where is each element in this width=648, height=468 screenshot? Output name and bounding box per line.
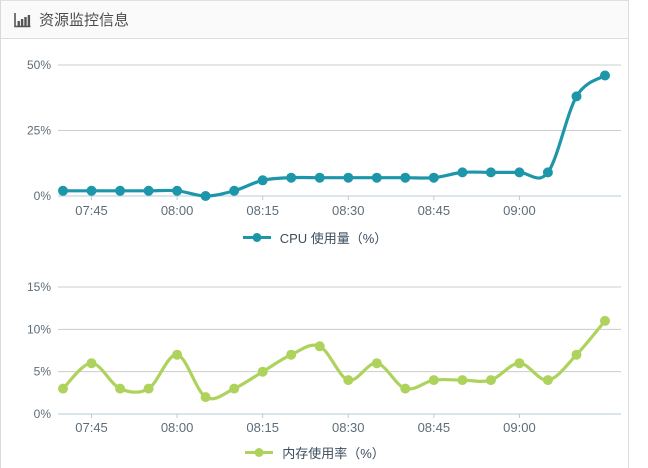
data-point-marker[interactable] xyxy=(457,375,468,386)
data-point-marker[interactable] xyxy=(229,185,240,196)
x-axis-tick-label: 07:45 xyxy=(75,203,108,218)
data-point-marker[interactable] xyxy=(58,185,68,196)
data-point-marker[interactable] xyxy=(600,70,610,81)
data-point-marker[interactable] xyxy=(286,172,297,183)
memory-legend-label: 内存使用率（%） xyxy=(282,446,385,461)
series-line xyxy=(61,73,607,198)
data-point-marker[interactable] xyxy=(286,349,297,360)
data-point-marker[interactable] xyxy=(514,358,525,369)
y-axis-tick-label: 10% xyxy=(27,322,51,336)
data-point-marker[interactable] xyxy=(343,172,354,183)
data-point-marker[interactable] xyxy=(514,167,525,178)
y-axis-tick-label: 5% xyxy=(34,365,52,379)
data-point-marker[interactable] xyxy=(115,185,126,196)
cpu-legend[interactable]: CPU 使用量（%） xyxy=(1,219,628,256)
data-point-marker[interactable] xyxy=(200,191,211,201)
data-point-marker[interactable] xyxy=(172,349,183,360)
x-axis-tick-label: 09:00 xyxy=(503,203,536,218)
cpu-usage-chart[interactable]: 0% 25% 50% 07:45 08:00 08:15 08:30 08:45 09:00 xyxy=(1,39,628,219)
data-point-marker[interactable] xyxy=(200,392,211,403)
x-axis-tick-label: 07:45 xyxy=(75,420,108,435)
data-point-marker[interactable] xyxy=(172,185,183,196)
x-axis-tick-label: 08:15 xyxy=(246,420,279,435)
x-axis-tick-label: 08:15 xyxy=(246,203,279,218)
x-axis-tick-label: 08:00 xyxy=(161,420,194,435)
data-point-marker[interactable] xyxy=(86,358,97,369)
data-point-marker[interactable] xyxy=(314,341,325,352)
bar-chart-icon xyxy=(14,12,31,27)
data-point-marker[interactable] xyxy=(257,175,268,186)
y-axis-tick-label: 50% xyxy=(27,58,51,72)
data-point-marker[interactable] xyxy=(143,185,154,196)
data-point-marker[interactable] xyxy=(257,366,268,377)
y-axis-tick-label: 0% xyxy=(34,407,52,421)
data-point-marker[interactable] xyxy=(600,315,610,326)
data-point-marker[interactable] xyxy=(457,167,468,178)
data-point-marker[interactable] xyxy=(143,383,154,394)
data-point-marker[interactable] xyxy=(86,185,97,196)
panel-title: 资源监控信息 xyxy=(39,12,130,29)
data-point-marker[interactable] xyxy=(314,172,325,183)
data-point-marker[interactable] xyxy=(400,383,411,394)
memory-legend[interactable]: 内存使用率（%） xyxy=(1,436,628,468)
data-point-marker[interactable] xyxy=(571,349,582,360)
data-point-marker[interactable] xyxy=(229,383,240,394)
data-point-marker[interactable] xyxy=(371,358,382,369)
data-point-marker[interactable] xyxy=(485,167,496,178)
data-point-marker[interactable] xyxy=(58,383,68,394)
x-axis-tick-label: 08:30 xyxy=(332,420,365,435)
memory-legend-marker-icon xyxy=(245,448,274,457)
cpu-legend-label: CPU 使用量（%） xyxy=(279,231,388,246)
y-axis-tick-label: 15% xyxy=(27,280,51,294)
memory-usage-chart[interactable]: 0% 5% 10% 15% 07:45 08:00 08:15 08:30 08:45 09:00 xyxy=(1,256,628,436)
data-point-marker[interactable] xyxy=(542,167,553,178)
data-point-marker[interactable] xyxy=(343,375,354,386)
panel-header: 资源监控信息 xyxy=(1,1,628,39)
y-axis-tick-label: 25% xyxy=(27,124,51,138)
data-point-marker[interactable] xyxy=(485,375,496,386)
resource-monitor-panel: 资源监控信息 0% 25% 50% 07:45 08:00 08:15 08:30 08:45… xyxy=(0,0,629,468)
data-point-marker[interactable] xyxy=(542,375,553,386)
x-axis-tick-label: 08:30 xyxy=(332,203,365,218)
data-point-marker[interactable] xyxy=(115,383,126,394)
x-axis-tick-label: 08:45 xyxy=(418,203,451,218)
x-axis-tick-label: 08:45 xyxy=(418,420,451,435)
data-point-marker[interactable] xyxy=(428,172,439,183)
data-point-marker[interactable] xyxy=(571,91,582,102)
data-point-marker[interactable] xyxy=(371,172,382,183)
x-axis-tick-label: 09:00 xyxy=(503,420,536,435)
cpu-legend-marker-icon xyxy=(242,233,271,242)
x-axis-tick-label: 08:00 xyxy=(161,203,194,218)
data-point-marker[interactable] xyxy=(400,172,411,183)
data-point-marker[interactable] xyxy=(428,375,439,386)
y-axis-tick-label: 0% xyxy=(34,189,52,203)
